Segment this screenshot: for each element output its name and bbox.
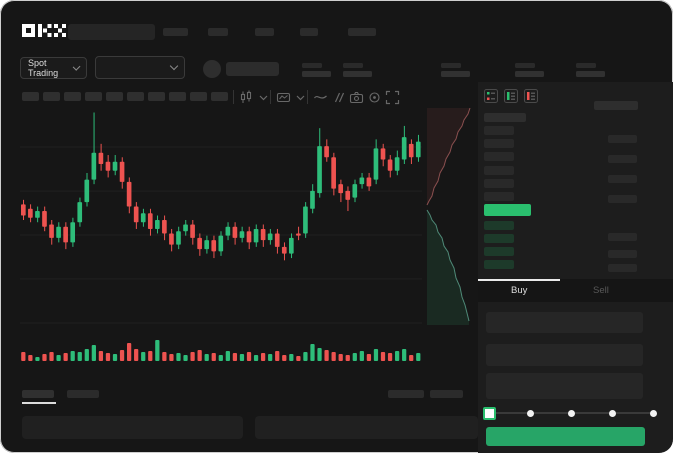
nav-item-placeholder[interactable] <box>208 28 228 36</box>
line-style-icon[interactable] <box>313 90 328 105</box>
stat-label-placeholder <box>343 63 363 68</box>
total-input-placeholder[interactable] <box>486 373 643 399</box>
timeframe-placeholder[interactable] <box>85 92 102 101</box>
compare-icon[interactable] <box>331 90 346 105</box>
stat-value-placeholder <box>515 71 544 77</box>
trade-side-panel: Buy Sell <box>478 82 673 453</box>
price-input-placeholder[interactable] <box>486 312 643 333</box>
trade-tabs: Buy Sell <box>478 279 673 302</box>
market-type-dropdown[interactable]: Spot Trading <box>20 57 87 79</box>
ob-ask-row[interactable] <box>484 152 514 162</box>
chevron-down-icon[interactable] <box>293 90 308 105</box>
bottom-panel <box>22 416 243 439</box>
ob-bid-row[interactable] <box>484 221 514 230</box>
nav-item-placeholder[interactable] <box>163 28 188 36</box>
ob-ask-row[interactable] <box>484 178 514 188</box>
okx-logo[interactable] <box>22 23 66 38</box>
timeframe-placeholder[interactable] <box>169 92 186 101</box>
book-bids-icon[interactable] <box>504 89 518 103</box>
amount-slider-handle[interactable] <box>483 407 496 420</box>
stat-label-placeholder <box>302 63 322 68</box>
slider-stop[interactable] <box>649 410 657 417</box>
settings-icon[interactable] <box>367 90 382 105</box>
header-search-placeholder[interactable] <box>68 24 155 40</box>
book-all-icon[interactable] <box>484 89 498 103</box>
stat-label-placeholder <box>576 63 596 68</box>
ob-size-row[interactable] <box>608 233 637 241</box>
timeframe-placeholder[interactable] <box>106 92 123 101</box>
ob-size-row[interactable] <box>608 250 637 258</box>
bottom-tab-active[interactable] <box>22 390 54 398</box>
bottom-toolbar-item[interactable] <box>388 390 424 398</box>
chevron-down-icon[interactable] <box>256 90 271 105</box>
ob-bid-row[interactable] <box>484 260 514 269</box>
ob-ask-row[interactable] <box>484 165 514 175</box>
nav-item-placeholder[interactable] <box>300 28 318 36</box>
amount-input-placeholder[interactable] <box>486 344 643 366</box>
ob-size-row[interactable] <box>608 195 637 203</box>
ob-last-price-highlight[interactable] <box>484 204 531 216</box>
stat-value-placeholder <box>302 71 331 77</box>
ob-ask-row[interactable] <box>484 139 514 149</box>
ob-size-row[interactable] <box>608 155 637 163</box>
camera-icon[interactable] <box>349 90 364 105</box>
candlestick-chart[interactable] <box>20 108 422 332</box>
tab-sell[interactable]: Sell <box>593 285 609 296</box>
coin-avatar <box>203 60 221 78</box>
chevron-down-icon <box>169 61 179 71</box>
ob-ask-row[interactable] <box>484 126 514 135</box>
tab-buy[interactable]: Buy <box>511 285 528 296</box>
buy-submit-button[interactable] <box>486 427 645 446</box>
timeframe-placeholder[interactable] <box>64 92 81 101</box>
okx-logo-mark <box>22 24 66 37</box>
timeframe-placeholder[interactable] <box>22 92 39 101</box>
depth-chart[interactable] <box>424 108 478 325</box>
book-asks-icon[interactable] <box>524 89 538 103</box>
nav-item-placeholder[interactable] <box>255 28 274 36</box>
pair-name-placeholder <box>226 62 279 76</box>
ob-bid-row[interactable] <box>484 247 514 256</box>
ob-ask-row[interactable] <box>484 192 514 201</box>
ob-size-row[interactable] <box>608 264 637 272</box>
stat-label-placeholder <box>441 63 461 68</box>
bottom-panel <box>255 416 478 439</box>
pair-selector-dropdown[interactable] <box>95 56 185 79</box>
indicator-icon[interactable] <box>276 90 291 105</box>
market-type-label: Spot Trading <box>28 58 59 78</box>
stat-value-placeholder <box>441 71 470 77</box>
slider-stop[interactable] <box>526 410 534 417</box>
ob-size-row[interactable] <box>608 175 637 183</box>
bottom-toolbar-item[interactable] <box>430 390 463 398</box>
stat-value-placeholder <box>576 71 605 77</box>
timeframe-placeholder[interactable] <box>43 92 60 101</box>
nav-item-placeholder[interactable] <box>348 28 376 36</box>
fullscreen-icon[interactable] <box>385 90 400 105</box>
slider-stop[interactable] <box>608 410 616 417</box>
timeframe-placeholder[interactable] <box>127 92 144 101</box>
ob-bid-row[interactable] <box>484 234 514 243</box>
ob-header-placeholder <box>484 113 526 122</box>
stat-label-placeholder <box>515 63 535 68</box>
candle-style-icon[interactable] <box>239 90 254 105</box>
ob-header-placeholder <box>594 101 638 110</box>
volume-chart[interactable] <box>20 335 422 361</box>
bottom-tab[interactable] <box>67 390 99 398</box>
stat-value-placeholder <box>343 71 372 77</box>
bottom-tab-underline <box>22 402 56 404</box>
timeframe-placeholder[interactable] <box>190 92 207 101</box>
slider-stop[interactable] <box>567 410 575 417</box>
active-tab-indicator <box>478 279 560 281</box>
timeframe-placeholder[interactable] <box>211 92 228 101</box>
ob-size-row[interactable] <box>608 135 637 143</box>
timeframe-placeholder[interactable] <box>148 92 165 101</box>
